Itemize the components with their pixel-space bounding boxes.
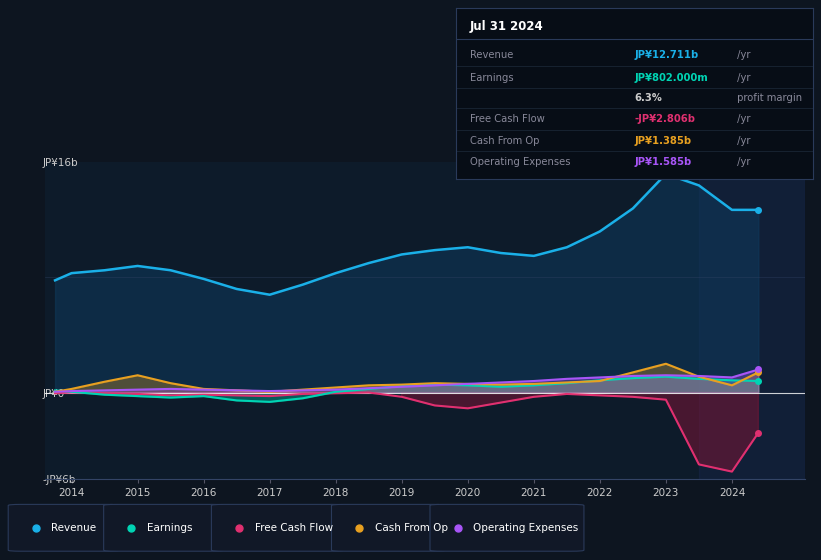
Text: Jul 31 2024: Jul 31 2024 [470, 20, 544, 34]
Text: Revenue: Revenue [52, 523, 96, 533]
Text: JP¥802.000m: JP¥802.000m [635, 73, 708, 82]
Text: /yr: /yr [734, 49, 750, 59]
FancyBboxPatch shape [8, 505, 119, 551]
Text: JP¥12.711b: JP¥12.711b [635, 49, 699, 59]
Text: Earnings: Earnings [147, 523, 192, 533]
FancyBboxPatch shape [212, 505, 344, 551]
FancyBboxPatch shape [332, 505, 445, 551]
Text: Operating Expenses: Operating Expenses [470, 157, 571, 167]
Text: /yr: /yr [734, 157, 750, 167]
Text: Revenue: Revenue [470, 49, 513, 59]
FancyBboxPatch shape [103, 505, 224, 551]
Text: /yr: /yr [734, 136, 750, 146]
Text: Cash From Op: Cash From Op [470, 136, 539, 146]
Text: JP¥1.585b: JP¥1.585b [635, 157, 691, 167]
Text: profit margin: profit margin [734, 93, 802, 103]
FancyBboxPatch shape [430, 505, 584, 551]
Text: Earnings: Earnings [470, 73, 514, 82]
Text: Free Cash Flow: Free Cash Flow [255, 523, 333, 533]
Text: /yr: /yr [734, 73, 750, 82]
Text: Cash From Op: Cash From Op [374, 523, 447, 533]
Text: Operating Expenses: Operating Expenses [473, 523, 578, 533]
Text: -JP¥2.806b: -JP¥2.806b [635, 114, 695, 124]
Bar [699, 162, 805, 479]
Text: /yr: /yr [734, 114, 750, 124]
Text: Free Cash Flow: Free Cash Flow [470, 114, 544, 124]
Text: 6.3%: 6.3% [635, 93, 662, 103]
Text: JP¥1.385b: JP¥1.385b [635, 136, 691, 146]
